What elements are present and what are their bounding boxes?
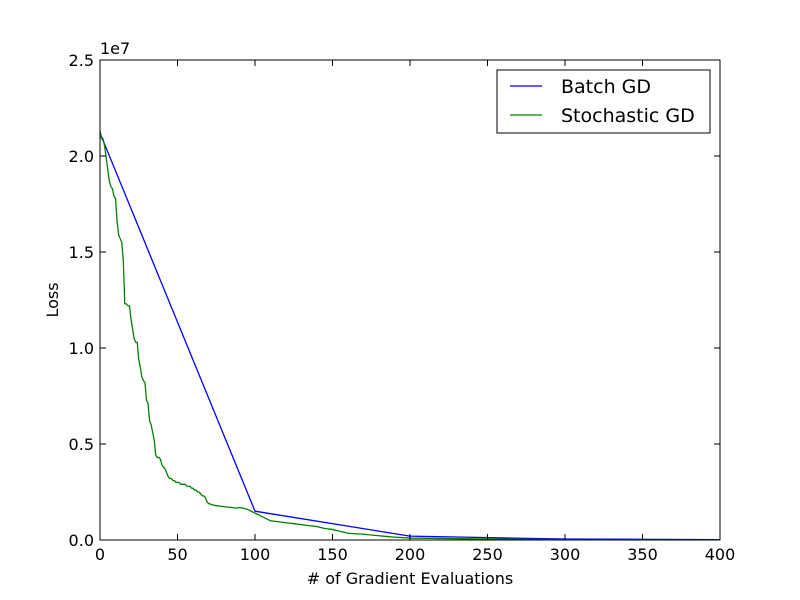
x-tick-label: 100 xyxy=(240,545,271,564)
x-tick-label: 50 xyxy=(167,545,187,564)
legend-label-stochastic-gd: Stochastic GD xyxy=(561,105,695,127)
y-axis-scale-label: 1e7 xyxy=(100,39,130,58)
y-tick-label: 2.0 xyxy=(69,147,94,166)
x-tick-label: 350 xyxy=(627,545,658,564)
plot-frame xyxy=(100,60,720,540)
y-tick-label: 0.0 xyxy=(69,531,94,550)
legend: Batch GD Stochastic GD xyxy=(496,69,711,134)
x-axis-ticks: 0 50 100 150 200 250 300 350 400 xyxy=(95,60,735,564)
y-axis-label: Loss xyxy=(43,282,62,317)
x-axis-label: # of Gradient Evaluations xyxy=(307,569,513,588)
y-tick-label: 1.5 xyxy=(69,243,94,262)
series-line-stochastic-gd xyxy=(99,130,721,541)
y-tick-label: 0.5 xyxy=(69,435,94,454)
legend-box xyxy=(496,69,711,134)
x-tick-label: 250 xyxy=(472,545,503,564)
y-tick-label: 2.5 xyxy=(69,51,94,70)
x-tick-label: 400 xyxy=(705,545,736,564)
legend-label-batch-gd: Batch GD xyxy=(561,76,651,98)
x-tick-label: 200 xyxy=(395,545,426,564)
y-axis-ticks: 0.0 0.5 1.0 1.5 2.0 2.5 xyxy=(69,51,720,550)
plot-area xyxy=(99,59,721,541)
x-tick-label: 300 xyxy=(550,545,581,564)
x-tick-label: 0 xyxy=(95,545,105,564)
y-tick-label: 1.0 xyxy=(69,339,94,358)
x-tick-label: 150 xyxy=(317,545,348,564)
